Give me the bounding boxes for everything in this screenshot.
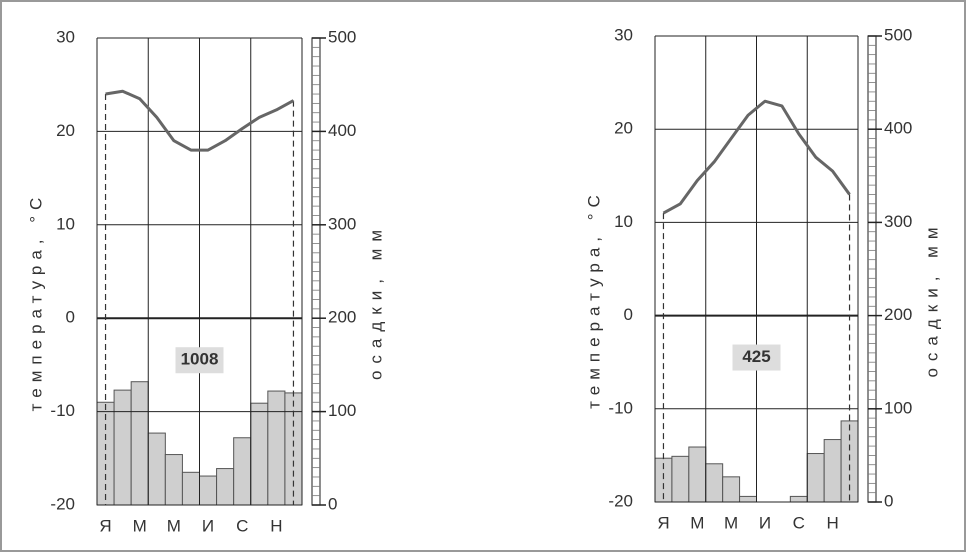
precip-bar <box>199 475 218 506</box>
x-tick-label: Я <box>99 516 111 535</box>
x-tick-label: И <box>202 516 214 535</box>
y2-tick-label: 100 <box>884 398 912 417</box>
x-tick-label: И <box>759 513 771 532</box>
x-tick-label: М <box>690 513 704 532</box>
y2-tick-label: 200 <box>328 308 356 327</box>
x-tick-label: Я <box>657 513 669 532</box>
precip-bar <box>147 432 166 506</box>
temp-line <box>662 99 851 215</box>
annotation: 1008 <box>181 350 219 369</box>
y-tick-label: -10 <box>50 401 75 420</box>
y-tick-label: 30 <box>614 25 633 44</box>
y2-tick-label: 0 <box>328 494 337 513</box>
precip-bar <box>705 463 724 503</box>
precip-bar <box>722 476 741 503</box>
y-label: температура, °С <box>584 189 603 409</box>
precip-bar <box>267 390 286 506</box>
precip-bar <box>806 453 825 503</box>
x-tick-label: Н <box>826 513 838 532</box>
precip-bar <box>739 495 757 503</box>
precip-bar <box>250 402 269 506</box>
y-tick-label: 0 <box>624 305 633 324</box>
y2-label: осадки, мм <box>922 220 941 377</box>
precip-bar <box>164 454 183 506</box>
precip-bar <box>113 389 132 506</box>
y2-tick-label: 300 <box>328 214 356 233</box>
precip-bar <box>284 392 303 506</box>
precip-bar <box>688 446 707 503</box>
precip-bar <box>216 468 235 506</box>
y2-tick-label: 100 <box>328 401 356 420</box>
y-tick-label: 10 <box>56 214 75 233</box>
x-tick-label: С <box>793 513 805 532</box>
y2-tick-label: 400 <box>328 121 356 140</box>
y-tick-label: 20 <box>614 119 633 138</box>
x-tick-label: С <box>236 516 248 535</box>
y2-label: осадки, мм <box>366 223 385 380</box>
precip-bar <box>233 437 252 506</box>
x-tick-label: М <box>133 516 147 535</box>
y2-tick-label: 500 <box>328 27 356 46</box>
precip-bar <box>823 439 842 503</box>
annotation-bg <box>732 344 781 371</box>
y-tick-label: 0 <box>66 308 75 327</box>
precip-bar <box>130 381 149 506</box>
y-tick-label: -20 <box>50 494 75 513</box>
y-tick-label: -20 <box>608 491 633 510</box>
y2-tick-label: 400 <box>884 119 912 138</box>
y2-tick-label: 500 <box>884 25 912 44</box>
x-tick-label: М <box>167 516 181 535</box>
annotation: 425 <box>742 347 770 366</box>
y-tick-label: 20 <box>56 121 75 140</box>
y2-tick-label: 300 <box>884 212 912 231</box>
precip-bar <box>181 471 201 506</box>
precip-bar <box>789 495 808 503</box>
y-tick-label: -10 <box>608 398 633 417</box>
annotation-bg <box>175 347 224 374</box>
x-tick-label: М <box>724 513 738 532</box>
y-tick-label: 10 <box>614 212 633 231</box>
y-label: температура, °С <box>26 192 45 412</box>
y2-tick-label: 200 <box>884 305 912 324</box>
x-tick-label: Н <box>270 516 282 535</box>
y-tick-label: 30 <box>56 27 75 46</box>
temp-line <box>105 89 295 152</box>
precip-bar <box>671 455 690 503</box>
y2-tick-label: 0 <box>884 491 893 510</box>
